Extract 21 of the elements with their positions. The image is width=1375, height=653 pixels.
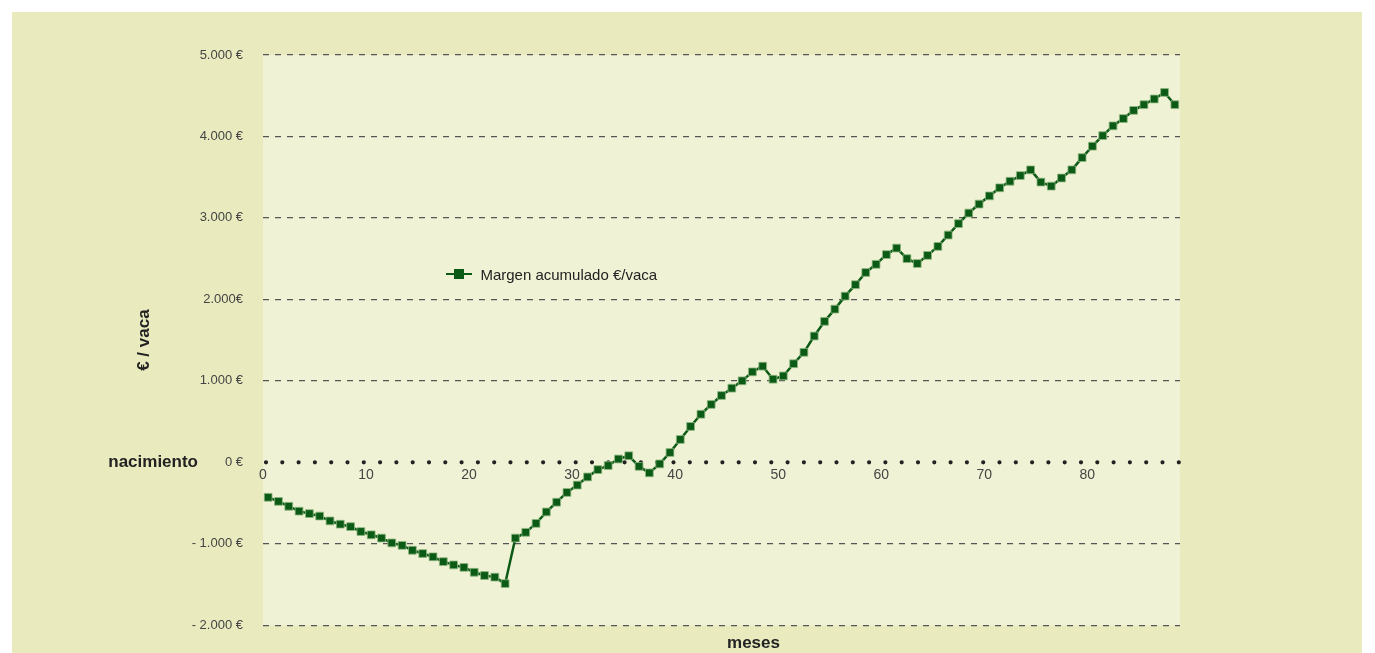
x-tick-label: 50	[770, 465, 787, 482]
ref-line-label: nacimiento	[108, 451, 198, 471]
x-tick-label: 80	[1079, 465, 1096, 482]
y-tick-label: 5.000 €	[199, 46, 244, 62]
x-axis-title: meses	[727, 632, 780, 652]
y-tick-label: 4.000 €	[199, 128, 244, 144]
x-tick-label: 40	[667, 465, 684, 482]
y-tick-label: - 1.000 €	[191, 535, 244, 551]
y-tick-label: 3.000 €	[199, 209, 244, 225]
legend-label: Margen acumulado €/vaca	[480, 265, 658, 283]
x-tick-label: 0	[259, 465, 268, 482]
x-tick-label: 10	[358, 465, 375, 482]
y-tick-label: 2.000€	[203, 290, 244, 306]
x-tick-label: 30	[564, 465, 581, 482]
x-tick-label: 20	[461, 465, 478, 482]
y-tick-label: 0 €	[224, 453, 244, 469]
y-tick-label: 1.000 €	[199, 372, 244, 388]
y-axis-title: € / vaca	[133, 308, 153, 371]
x-tick-label: 70	[976, 465, 993, 482]
x-tick-label: 60	[873, 465, 890, 482]
y-tick-label: - 2.000 €	[191, 616, 244, 632]
